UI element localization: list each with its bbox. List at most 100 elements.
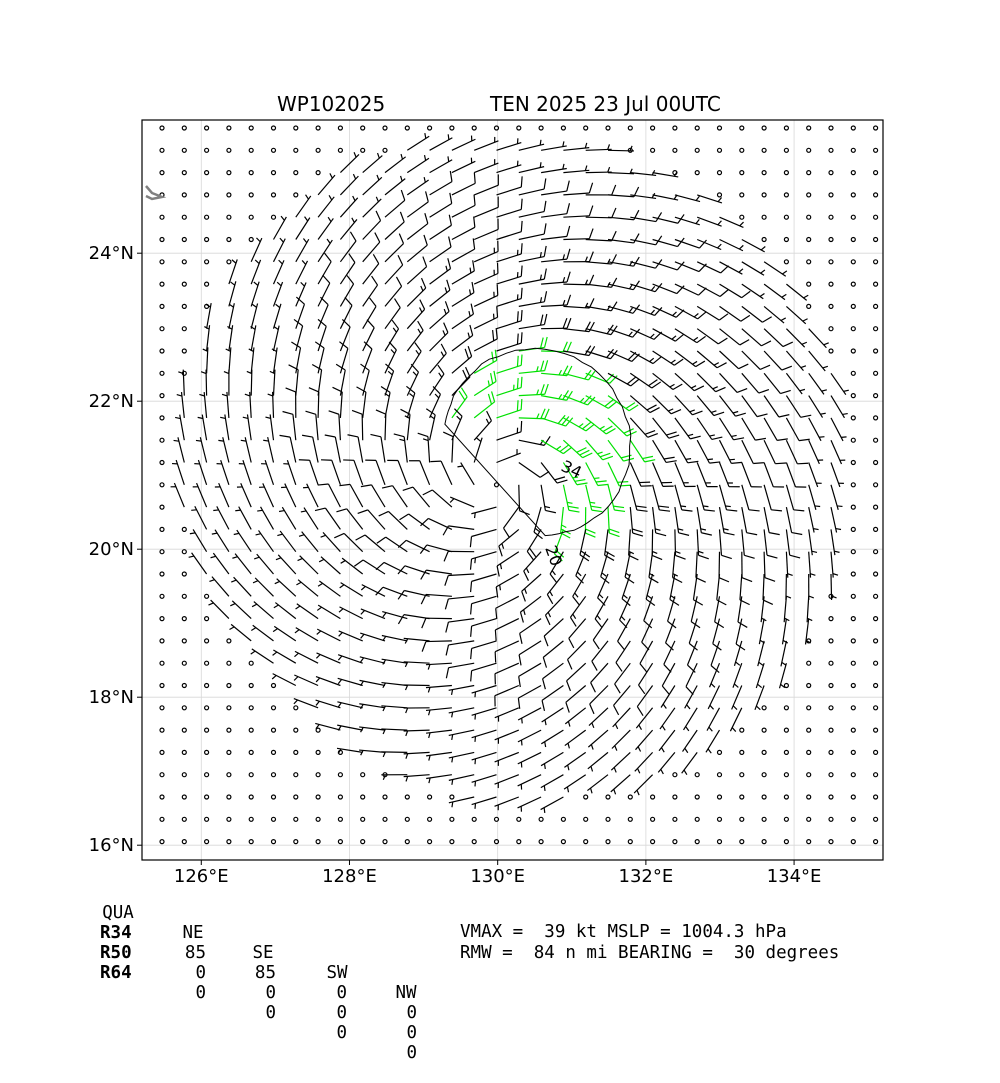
wind-barb — [809, 507, 819, 532]
calm-dot — [784, 817, 788, 821]
wind-barb — [697, 463, 717, 487]
barb-shaft — [586, 240, 612, 241]
wind-barb — [407, 133, 429, 150]
wind-barb — [720, 440, 743, 463]
barb-half — [251, 628, 256, 631]
calm-dot — [316, 148, 320, 152]
wind-barb — [404, 730, 430, 736]
barb-shaft — [448, 619, 474, 622]
barb-half — [354, 152, 356, 157]
barb-half — [378, 153, 380, 158]
barb-half — [540, 275, 541, 280]
wind-barb — [445, 596, 474, 609]
barb-half — [306, 195, 309, 200]
barb-half — [383, 706, 385, 711]
wind-barb — [218, 437, 229, 462]
calm-dot — [428, 126, 432, 130]
barb-shaft — [763, 574, 764, 600]
wind-barb — [474, 197, 498, 218]
wind-barb — [295, 628, 318, 641]
calm-dot — [182, 148, 186, 152]
barb-flag — [499, 546, 502, 556]
barb-flag — [690, 436, 700, 439]
barb-flag — [521, 377, 522, 388]
wind-barb — [495, 752, 519, 765]
calm-dot — [160, 461, 164, 465]
wind-barb — [563, 485, 579, 512]
barb-flag — [347, 275, 354, 284]
barb-shaft — [340, 392, 342, 418]
wind-barb — [809, 485, 820, 510]
calm-dot — [227, 840, 231, 844]
wind-barb — [470, 529, 496, 547]
wind-barb — [177, 392, 185, 418]
barb-half — [820, 413, 825, 414]
barb-shaft — [430, 204, 452, 218]
wind-barb — [339, 631, 363, 641]
barb-flag — [618, 482, 629, 483]
calm-dot — [718, 817, 722, 821]
wind-barb — [452, 136, 476, 151]
calm-dot — [249, 706, 253, 710]
calm-dot — [784, 706, 788, 710]
wind-barb — [625, 552, 634, 583]
calm-dot — [740, 728, 744, 732]
barb-half — [256, 534, 261, 535]
wind-barb — [361, 585, 385, 597]
barb-shaft — [409, 514, 430, 529]
calm-dot — [851, 706, 855, 710]
barb-half — [563, 254, 564, 259]
barb-flag — [652, 555, 662, 559]
barb-half — [696, 196, 699, 200]
wind-barb — [296, 217, 310, 240]
wind-barb — [474, 159, 498, 172]
calm-dot — [405, 795, 409, 799]
barb-half — [277, 282, 281, 286]
wind-barb — [418, 433, 430, 462]
wind-barb — [527, 529, 541, 560]
header-ne: NE — [168, 923, 218, 943]
wind-barb — [522, 574, 541, 601]
barb-shaft — [432, 490, 452, 507]
calm-dot — [762, 126, 766, 130]
wind-barb — [675, 306, 706, 318]
wind-barb — [317, 605, 340, 618]
barb-flag — [675, 334, 683, 341]
barb-flag — [396, 277, 401, 286]
calm-dot — [851, 795, 855, 799]
wind-barb — [586, 144, 612, 150]
calm-dot — [272, 706, 276, 710]
barb-half — [739, 269, 743, 272]
calm-dot — [718, 193, 722, 197]
barb-flag — [445, 301, 449, 311]
barb-half — [568, 743, 569, 748]
barb-shaft — [764, 418, 777, 440]
wind-barb — [449, 730, 474, 740]
barb-flag — [636, 506, 647, 507]
calm-dot — [695, 795, 699, 799]
calm-dot — [361, 795, 365, 799]
wind-barb — [497, 310, 523, 329]
barb-half — [544, 808, 545, 813]
barb-flag — [733, 438, 744, 440]
calm-dot — [205, 193, 209, 197]
barb-flag — [400, 212, 404, 222]
barb-flag — [779, 415, 790, 417]
wind-barb — [279, 507, 296, 529]
calm-dot — [829, 706, 833, 710]
calm-dot — [227, 795, 231, 799]
calm-dot — [338, 840, 342, 844]
barb-flag — [448, 258, 451, 268]
calm-dot — [762, 840, 766, 844]
wind-barb — [452, 282, 474, 306]
wind-barb — [273, 650, 296, 663]
header-qua: QUA — [93, 903, 143, 923]
barb-half — [651, 286, 654, 290]
barb-flag — [792, 533, 803, 535]
barb-flag — [790, 555, 800, 558]
barb-half — [804, 295, 809, 298]
barb-flag — [430, 461, 441, 462]
barb-shaft — [310, 460, 318, 485]
barb-half — [718, 244, 722, 248]
wind-barb — [474, 285, 498, 307]
